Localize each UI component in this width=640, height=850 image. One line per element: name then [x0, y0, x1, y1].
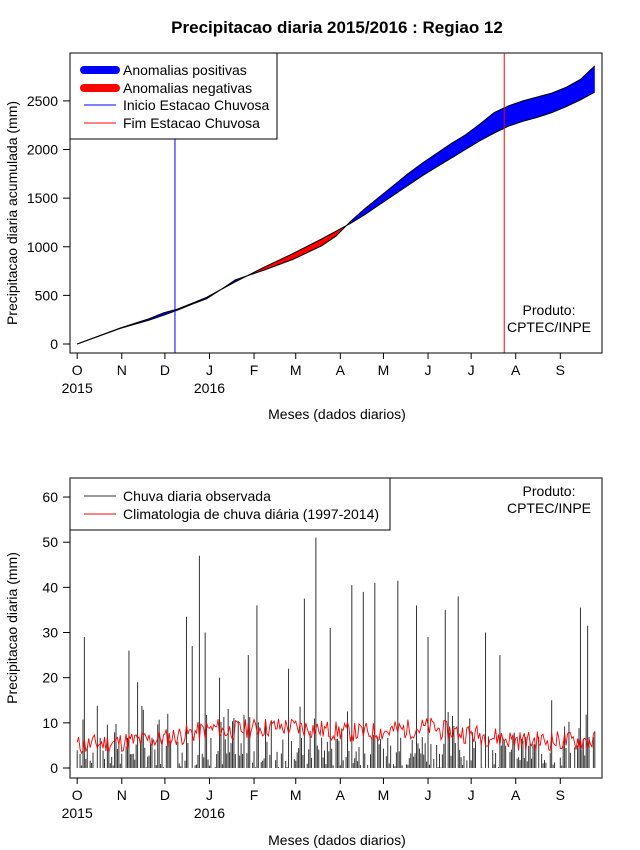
- observed-cumulative-line: [77, 65, 596, 345]
- x-tick-label: J: [468, 362, 475, 378]
- y-tick-label: 20: [42, 670, 58, 686]
- bottom-annotation-line2: CPTEC/INPE: [507, 500, 591, 516]
- top-y-axis-label: Precipitacao diaria acumulada (mm): [4, 101, 20, 325]
- legend-label-inicio-estacao: Inicio Estacao Chuvosa: [123, 97, 270, 113]
- x-tick-label: J: [468, 787, 475, 803]
- legend-label-fim-estacao: Fim Estacao Chuvosa: [123, 115, 260, 131]
- y-tick-label: 1000: [27, 239, 58, 255]
- y-tick-label: 50: [42, 534, 58, 550]
- x-tick-label: F: [250, 787, 259, 803]
- y-tick-label: 2000: [27, 142, 58, 158]
- observed-rain-bars: [76, 537, 596, 768]
- x-tick-label: J: [206, 362, 213, 378]
- x-tick-label: A: [336, 787, 346, 803]
- climatology-cumulative-line: [77, 91, 596, 345]
- y-tick-label: 40: [42, 579, 58, 595]
- year-label: 2016: [194, 805, 225, 821]
- x-tick-label: M: [378, 362, 390, 378]
- top-x-axis-label: Meses (dados diarios): [268, 406, 406, 422]
- x-tick-label: N: [117, 362, 127, 378]
- x-tick-label: S: [556, 787, 565, 803]
- legend-label-climatologia: Climatologia de chuva diária (1997-2014): [123, 506, 379, 522]
- climatology-line-layer: [76, 717, 596, 755]
- bottom-legend: Chuva diaria observada Climatologia de c…: [69, 477, 391, 531]
- chart-title: Precipitacao diaria 2015/2016 : Regiao 1…: [171, 18, 503, 37]
- y-tick-label: 30: [42, 625, 58, 641]
- y-tick-label: 2500: [27, 93, 58, 109]
- cumulative-lines: [77, 65, 596, 345]
- year-label: 2016: [194, 380, 225, 396]
- top-legend: Anomalias positivas Anomalias negativas …: [69, 52, 278, 140]
- legend-label-chuva-observada: Chuva diaria observada: [123, 488, 271, 504]
- bottom-legend-box: [69, 477, 391, 531]
- x-tick-label: D: [160, 787, 170, 803]
- legend-label-anomalias-positivas: Anomalias positivas: [123, 62, 247, 78]
- top-annotation-line1: Produto:: [523, 302, 576, 318]
- x-tick-label: A: [511, 362, 521, 378]
- year-label: 2015: [62, 380, 93, 396]
- bottom-x-axis-label: Meses (dados diarios): [268, 832, 406, 848]
- x-tick-label: M: [378, 787, 390, 803]
- legend-label-anomalias-negativas: Anomalias negativas: [123, 80, 252, 96]
- top-x-axis: O N D J F M A M J J A S 2015 2016: [62, 352, 565, 396]
- y-tick-label: 0: [50, 336, 58, 352]
- x-tick-label: O: [72, 787, 83, 803]
- x-tick-label: O: [72, 362, 83, 378]
- x-tick-label: J: [206, 787, 213, 803]
- x-tick-label: J: [425, 787, 432, 803]
- climatology-line: [76, 717, 596, 755]
- x-tick-label: D: [160, 362, 170, 378]
- x-tick-label: N: [117, 787, 127, 803]
- x-tick-label: F: [250, 362, 259, 378]
- top-y-axis: 0 500 1000 1500 2000 2500: [27, 93, 71, 352]
- daily-precipitation-chart: 0 10 20 30 40 50 60 O N D J F M A M J J A S 2015 2016 Preci…: [4, 477, 603, 848]
- x-tick-label: J: [425, 362, 432, 378]
- y-tick-label: 500: [35, 287, 59, 303]
- y-tick-label: 60: [42, 489, 58, 505]
- top-annotation-line2: CPTEC/INPE: [507, 319, 591, 335]
- x-tick-label: A: [336, 362, 346, 378]
- positive-anomaly-area: [77, 275, 247, 344]
- bottom-y-axis-label: Precipitacao diaria (mm): [4, 552, 20, 704]
- bottom-annotation-line1: Produto:: [523, 483, 576, 499]
- x-tick-label: M: [290, 787, 302, 803]
- x-tick-label: A: [511, 787, 521, 803]
- y-tick-label: 0: [50, 760, 58, 776]
- x-tick-label: M: [290, 362, 302, 378]
- x-tick-label: S: [556, 362, 565, 378]
- bottom-x-axis: O N D J F M A M J J A S 2015 2016: [62, 777, 565, 821]
- year-label: 2015: [62, 805, 93, 821]
- bottom-y-axis: 0 10 20 30 40 50 60: [42, 489, 71, 776]
- y-tick-label: 1500: [27, 190, 58, 206]
- cumulative-precipitation-chart: 0 500 1000 1500 2000 2500 O N D J F M A M J J A S 2015 201…: [4, 52, 603, 422]
- y-tick-label: 10: [42, 715, 58, 731]
